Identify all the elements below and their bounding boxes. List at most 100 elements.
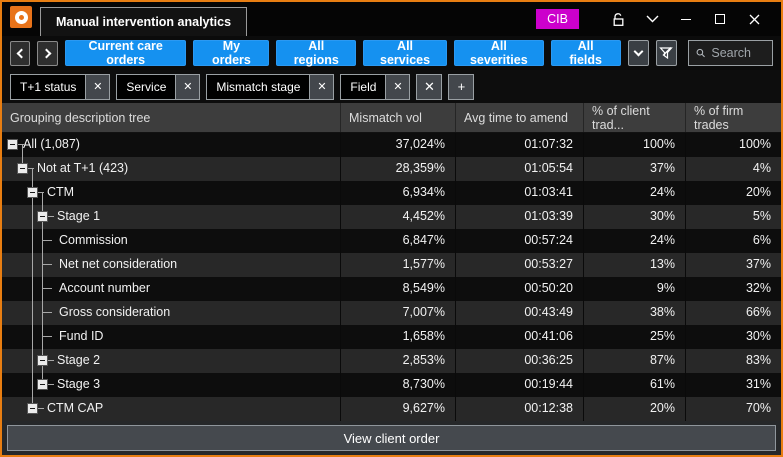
cell-value: 66% [685,301,781,325]
table-row[interactable]: Stage 2 2,853% 00:36:25 87% 83% [2,349,781,373]
chip-remove-button[interactable]: ✕ [309,74,334,99]
tree-guide-line [32,349,33,373]
cell-value: 24% [583,229,685,253]
tree-node-label: Not at T+1 (423) [37,161,129,175]
table-row[interactable]: Fund ID 1,658% 00:41:06 25% 30% [2,325,781,349]
table-row[interactable]: All (1,087) 37,024% 01:07:32 100% 100% [2,133,781,157]
chip-remove-button[interactable]: ✕ [85,74,110,99]
tree-guide-line [42,336,52,337]
tree-node: Not at T+1 (423) [2,157,340,181]
chip-field: Field ✕ [340,73,411,100]
all-fields-button[interactable]: All fields [550,39,621,67]
column-header-grouping[interactable]: Grouping description tree [10,110,151,125]
tree-node: Gross consideration [2,301,340,325]
tree-guide-line [42,277,43,301]
tree-expander-collapse[interactable] [27,403,38,414]
tree-guide-line [32,205,33,229]
footer: View client order [2,421,781,455]
remove-all-groupings-button[interactable]: ✕ [416,73,443,100]
table-row[interactable]: Not at T+1 (423) 28,359% 01:05:54 37% 4% [2,157,781,181]
cell-value: 00:53:27 [455,253,583,277]
tree-guide-line [32,373,33,397]
tree-node-label: Account number [59,281,151,295]
search-input[interactable] [711,46,765,60]
view-client-order-button[interactable]: View client order [7,425,776,451]
app-logo-icon [10,6,32,28]
unlock-icon[interactable] [601,6,635,32]
tree-node: All (1,087) [2,133,340,157]
back-icon [16,48,27,58]
current-care-orders-button[interactable]: Current care orders [64,39,187,67]
clear-filter-button[interactable] [655,40,678,66]
table-row[interactable]: Net net consideration 1,577% 00:53:27 13% 37… [2,253,781,277]
tree-expander-collapse[interactable] [27,187,38,198]
chip-mismatch-stage: Mismatch stage ✕ [206,73,335,100]
cell-value: 00:19:44 [455,373,583,397]
cell-value: 87% [583,349,685,373]
table-row[interactable]: Account number 8,549% 00:50:20 9% 32% [2,277,781,301]
tree-node-label: Stage 2 [57,353,101,367]
cell-value: 5% [685,205,781,229]
all-regions-button[interactable]: All regions [276,39,357,67]
search-box[interactable] [688,40,773,66]
filter-chip-bar: T+1 status ✕ Service ✕ Mismatch stage ✕ … [2,70,781,103]
table-row[interactable]: CTM CAP 9,627% 00:12:38 20% 70% [2,397,781,421]
forward-button[interactable] [37,40,58,66]
tree-guide-line [32,229,33,253]
cell-value: 38% [583,301,685,325]
more-filters-dropdown[interactable] [627,40,649,66]
cell-value: 01:07:32 [455,133,583,157]
tree-guide-line [32,301,33,325]
tree-node-label: Stage 1 [57,209,101,223]
tree-expander-collapse[interactable] [7,139,18,150]
column-header-pct-client[interactable]: % of client trad... [583,103,685,132]
tree-expander-collapse[interactable] [17,163,28,174]
cell-value: 37% [583,157,685,181]
cell-value: 1,658% [340,325,455,349]
tree-guide-line [48,384,54,385]
column-header-pct-firm[interactable]: % of firm trades [685,103,781,132]
cell-value: 01:05:54 [455,157,583,181]
table-row[interactable]: Gross consideration 7,007% 00:43:49 38% 66% [2,301,781,325]
maximize-button[interactable] [703,6,737,32]
chip-remove-button[interactable]: ✕ [175,74,200,99]
cell-value: 2,853% [340,349,455,373]
tree-guide-line [32,277,33,301]
titlebar: Manual intervention analytics CIB [2,2,781,36]
tab-manual-intervention-analytics[interactable]: Manual intervention analytics [40,7,248,36]
table-row[interactable]: CTM 6,934% 01:03:41 24% 20% [2,181,781,205]
table-row[interactable]: Stage 1 4,452% 01:03:39 30% 5% [2,205,781,229]
tree-node: CTM [2,181,340,205]
add-grouping-button[interactable]: + [448,73,475,100]
table-row[interactable]: Stage 3 8,730% 00:19:44 61% 31% [2,373,781,397]
chip-remove-button[interactable]: ✕ [385,74,410,99]
tree-expander-collapse[interactable] [37,355,48,366]
clear-filter-icon [659,47,674,60]
tree-node: Account number [2,277,340,301]
minimize-button[interactable] [669,6,703,32]
cell-value: 100% [685,133,781,157]
back-button[interactable] [10,40,31,66]
my-orders-button[interactable]: My orders [193,39,270,67]
tree-node-label: Net net consideration [59,257,178,271]
cell-value: 70% [685,397,781,421]
chevron-down-icon [633,46,644,57]
tree-guide-line [48,360,54,361]
all-severities-button[interactable]: All severities [453,39,544,67]
close-button[interactable] [737,6,771,32]
chip-label: Mismatch stage [207,74,310,99]
tree-expander-collapse[interactable] [37,211,48,222]
table-row[interactable]: Commission 6,847% 00:57:24 24% 6% [2,229,781,253]
tree-expander-collapse[interactable] [37,379,48,390]
column-header-mismatch-vol[interactable]: Mismatch vol [340,103,455,132]
tree-guide-line [42,193,43,205]
cell-value: 20% [685,181,781,205]
chevron-down-icon[interactable] [635,6,669,32]
tree-guide-line [42,264,52,265]
cell-value: 32% [685,277,781,301]
column-header-avg-time[interactable]: Avg time to amend [455,103,583,132]
cell-value: 00:41:06 [455,325,583,349]
tree-node: Stage 2 [2,349,340,373]
tree-guide-line [32,325,33,349]
all-services-button[interactable]: All services [363,39,447,67]
